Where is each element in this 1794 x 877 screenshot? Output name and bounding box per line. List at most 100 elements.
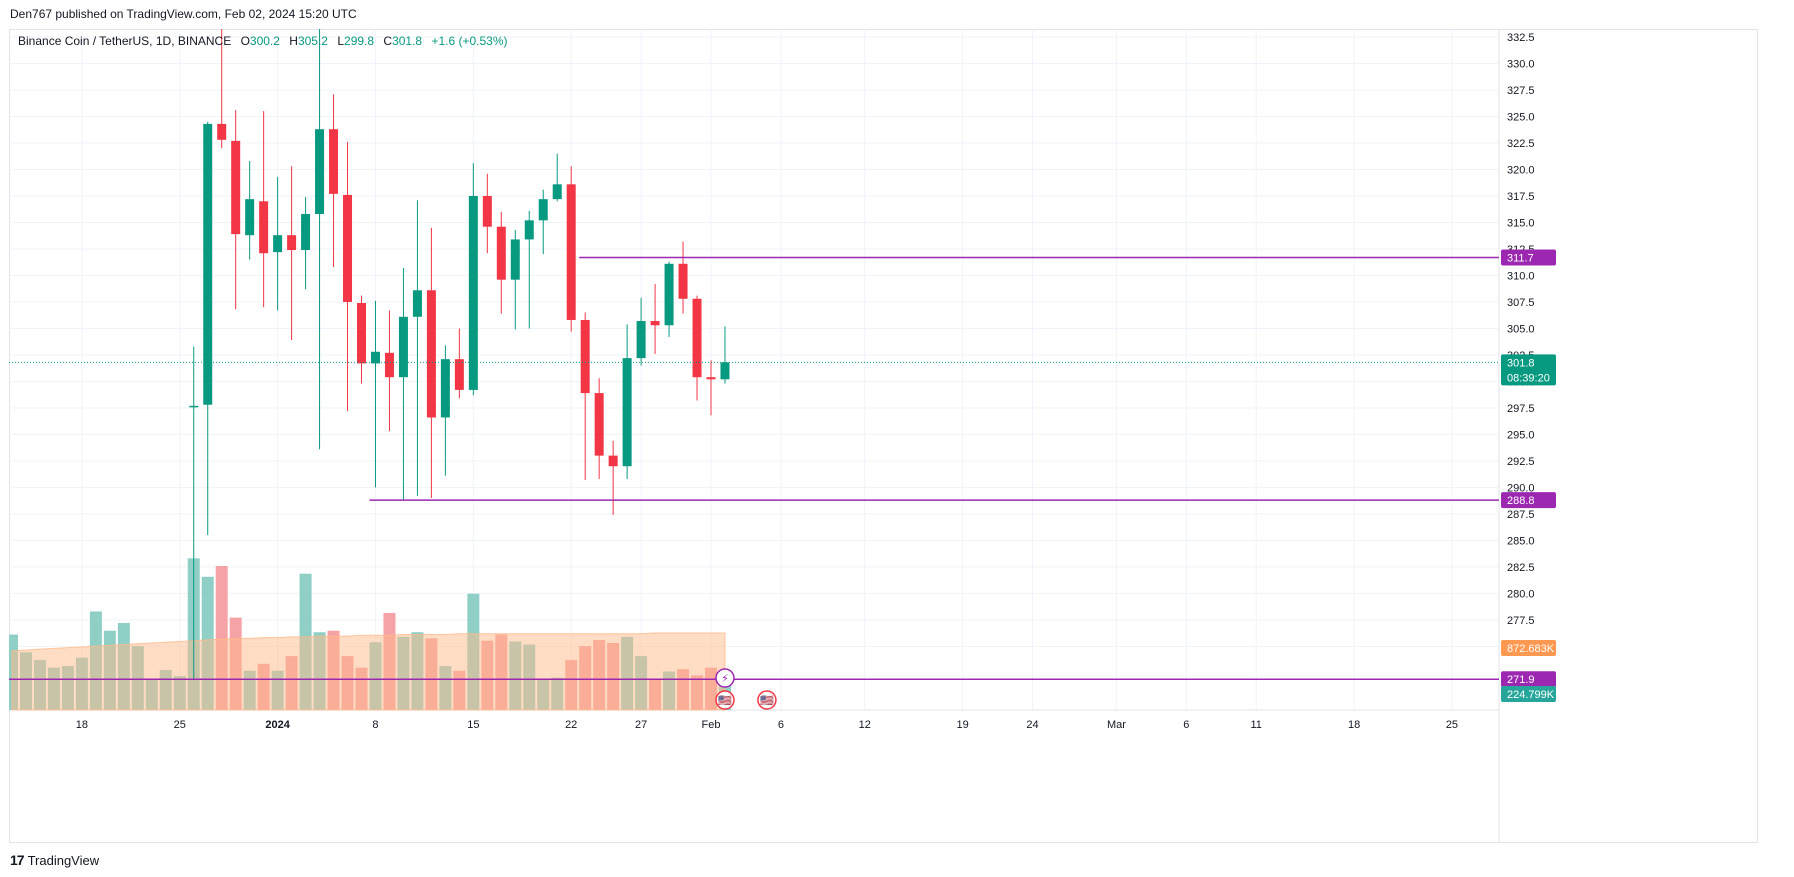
last-price-tag-text: 08:39:20 bbox=[1507, 372, 1550, 384]
price-tick-label: 295.0 bbox=[1507, 429, 1535, 441]
brand-name: TradingView bbox=[27, 852, 100, 868]
price-tick-label: 322.5 bbox=[1507, 138, 1535, 150]
candle-body bbox=[440, 359, 450, 418]
candle bbox=[650, 283, 660, 354]
change-value: +1.6 (+0.53%) bbox=[431, 34, 508, 48]
candlestick-chart[interactable]: 332.5 330.0 327.5 325.0 322.5 320.0 317.5 315.0… bbox=[9, 29, 1758, 843]
candle-body bbox=[510, 239, 520, 280]
candle bbox=[231, 110, 241, 310]
low-value: 299.8 bbox=[344, 34, 375, 48]
time-tick-label: 11 bbox=[1251, 719, 1262, 731]
symbol-name: Binance Coin / TetherUS, 1D, BINANCE bbox=[18, 34, 232, 48]
price-tick-label: 320.0 bbox=[1507, 164, 1535, 176]
candle bbox=[412, 200, 422, 496]
candle-body bbox=[287, 235, 297, 251]
time-axis: 18 25 2024 8 15 22 27 Feb 6 12 19 24 Mar 6 11 18 25 bbox=[76, 719, 1458, 731]
candle-body bbox=[259, 201, 269, 254]
time-tick-label: 15 bbox=[467, 719, 479, 731]
candle-body bbox=[412, 290, 422, 317]
price-tick-label: 307.5 bbox=[1507, 297, 1535, 309]
candle bbox=[203, 121, 213, 536]
volume-tag-bg bbox=[1501, 686, 1556, 702]
candle bbox=[468, 163, 478, 396]
candle bbox=[496, 211, 506, 314]
candle bbox=[189, 346, 199, 680]
price-tick-label: 325.0 bbox=[1507, 111, 1535, 123]
candle-body bbox=[217, 123, 227, 140]
price-tick-label: 280.0 bbox=[1507, 588, 1535, 600]
chart-area[interactable]: 332.5 330.0 327.5 325.0 322.5 320.0 317.5 315.0… bbox=[9, 29, 1758, 843]
candle bbox=[636, 297, 646, 366]
price-tick-label: 332.5 bbox=[1507, 32, 1535, 44]
us-event-marker-2: 🇺🇸 bbox=[757, 690, 777, 710]
time-tick-label: Feb bbox=[702, 719, 721, 731]
us-event-marker-1: 🇺🇸 bbox=[715, 690, 735, 710]
candle-body bbox=[426, 290, 436, 418]
candle-body bbox=[482, 195, 492, 227]
candle bbox=[538, 189, 548, 255]
time-tick-label: 25 bbox=[1446, 719, 1458, 731]
level-tag-311.7-text: 311.7 bbox=[1507, 252, 1534, 264]
last-price-tag: 301.8 08:39:20 bbox=[1501, 354, 1556, 386]
candle-body bbox=[370, 351, 380, 364]
price-axis: 332.5 330.0 327.5 325.0 322.5 320.0 317.5 315.0… bbox=[1507, 32, 1535, 653]
price-tick-label: 310.0 bbox=[1507, 270, 1535, 282]
time-tick-label: 19 bbox=[957, 719, 969, 731]
candle bbox=[706, 360, 716, 416]
price-tick-label: 297.5 bbox=[1507, 403, 1535, 415]
level-tag-288.8-bg bbox=[1501, 492, 1556, 509]
time-tick-label: Mar bbox=[1107, 719, 1126, 731]
candle-body bbox=[273, 235, 283, 253]
candle-body bbox=[608, 455, 618, 467]
earnings-marker: ⚡ bbox=[715, 668, 735, 688]
candle bbox=[329, 94, 339, 267]
candle bbox=[315, 29, 325, 450]
tradingview-branding[interactable]: 17 TradingView bbox=[10, 852, 99, 868]
earnings-marker-icon: ⚡ bbox=[721, 673, 729, 685]
grid bbox=[9, 29, 1499, 710]
time-tick-label: 2024 bbox=[265, 719, 290, 731]
us-event-marker-2-circle bbox=[757, 690, 777, 710]
candle bbox=[273, 176, 283, 311]
candle bbox=[245, 160, 255, 260]
candle bbox=[454, 328, 464, 399]
candle bbox=[566, 166, 576, 332]
price-tick-label: 290.0 bbox=[1507, 482, 1535, 494]
candle bbox=[622, 324, 632, 479]
horizontal-levels bbox=[9, 256, 1499, 680]
candle bbox=[370, 300, 380, 488]
candles bbox=[189, 29, 730, 680]
candle-body bbox=[650, 321, 660, 326]
volume-ma-tag-text: 872.683K bbox=[1507, 643, 1555, 655]
candle-body bbox=[468, 195, 478, 390]
candle bbox=[384, 310, 394, 432]
earnings-marker-circle bbox=[715, 668, 735, 688]
price-tick-label: 330.0 bbox=[1507, 58, 1535, 70]
time-tick-label: 6 bbox=[1183, 719, 1189, 731]
candle-body bbox=[454, 359, 464, 390]
volume-tag: 224.799K bbox=[1501, 686, 1556, 702]
candle bbox=[482, 173, 492, 254]
candle-body bbox=[580, 319, 590, 394]
candle-body bbox=[524, 220, 534, 240]
candle-body bbox=[692, 298, 702, 378]
price-tick-label: 317.5 bbox=[1507, 191, 1535, 203]
candle bbox=[398, 268, 408, 501]
time-tick-label: 12 bbox=[859, 719, 871, 731]
time-tick-label: 24 bbox=[1026, 719, 1038, 731]
level-tag-271.9-text: 271.9 bbox=[1507, 674, 1535, 686]
candle bbox=[440, 345, 450, 476]
volume-ma-tag-bg bbox=[1501, 640, 1556, 656]
candle bbox=[580, 312, 590, 480]
candle bbox=[259, 111, 269, 308]
open-value: 300.2 bbox=[249, 34, 280, 48]
volume-tag-text: 224.799K bbox=[1507, 689, 1555, 701]
candle-body bbox=[678, 263, 688, 299]
candle-body bbox=[720, 362, 730, 380]
candle bbox=[664, 261, 674, 337]
time-tick-label: 27 bbox=[635, 719, 647, 731]
candle-body bbox=[231, 140, 241, 235]
time-tick-label: 25 bbox=[174, 719, 186, 731]
candle bbox=[552, 153, 562, 202]
price-tick-label: 305.0 bbox=[1507, 323, 1535, 335]
